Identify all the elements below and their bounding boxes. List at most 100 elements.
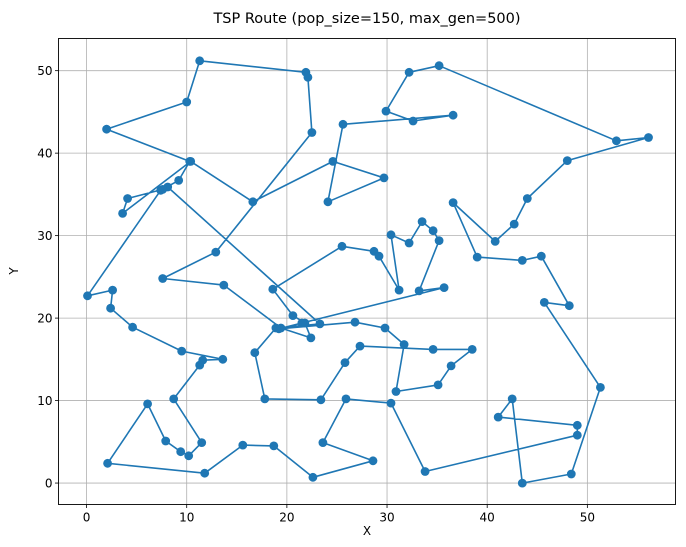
- city-point: [303, 72, 313, 82]
- city-point: [539, 298, 549, 307]
- city-point: [472, 252, 482, 262]
- city-point: [355, 341, 365, 351]
- city-point: [596, 383, 605, 392]
- chart-title: TSP Route (pop_size=150, max_gen=500): [212, 11, 520, 27]
- city-point: [198, 355, 208, 365]
- city-point: [169, 394, 179, 404]
- city-point: [404, 238, 414, 248]
- city-point: [536, 251, 546, 261]
- city-point: [394, 285, 404, 295]
- city-point: [380, 323, 390, 333]
- city-point: [218, 354, 228, 364]
- city-point: [269, 441, 279, 451]
- city-point: [211, 247, 221, 257]
- city-point: [219, 280, 229, 290]
- city-point: [350, 317, 360, 327]
- city-point: [408, 116, 418, 126]
- ticks: 0 10 20 30 40 50 0 10 20 30 40 50: [37, 64, 595, 525]
- city-point: [174, 176, 184, 185]
- y-tick-label: 20: [37, 311, 52, 325]
- city-point: [417, 217, 427, 227]
- city-point: [386, 398, 396, 408]
- x-axis-label: X: [363, 524, 371, 538]
- city-point: [176, 447, 186, 457]
- city-point: [318, 438, 328, 447]
- city-point: [123, 194, 132, 203]
- city-point: [108, 285, 117, 295]
- city-point: [177, 346, 187, 356]
- x-tick-label: 0: [83, 511, 91, 525]
- city-point: [434, 236, 444, 246]
- city-point: [572, 420, 582, 430]
- city-point: [328, 157, 338, 166]
- y-tick-label: 40: [37, 146, 52, 160]
- city-point: [448, 198, 458, 208]
- city-point: [306, 333, 316, 343]
- city-point: [391, 387, 401, 396]
- city-point: [517, 478, 527, 488]
- city-point: [158, 274, 168, 283]
- city-point: [509, 219, 519, 229]
- city-point: [106, 303, 115, 313]
- city-point: [446, 361, 456, 371]
- city-point: [271, 323, 281, 333]
- city-point: [186, 157, 196, 166]
- city-point: [143, 399, 153, 409]
- y-tick-label: 50: [37, 64, 52, 78]
- city-point: [522, 194, 532, 203]
- city-point: [268, 284, 278, 294]
- city-point: [128, 322, 138, 332]
- city-point: [315, 319, 325, 329]
- city-point: [564, 301, 574, 311]
- city-point: [566, 469, 576, 479]
- city-point: [507, 394, 517, 404]
- city-point: [517, 256, 527, 265]
- city-point: [386, 230, 396, 240]
- city-point: [439, 283, 449, 292]
- city-point: [307, 128, 317, 137]
- city-point: [448, 110, 458, 120]
- y-tick-label: 10: [37, 394, 52, 408]
- city-point: [414, 286, 424, 296]
- city-point: [404, 67, 414, 77]
- city-point: [184, 451, 194, 461]
- city-point: [644, 133, 653, 142]
- route-layer: [83, 56, 653, 488]
- city-point: [288, 311, 298, 320]
- city-point: [200, 468, 210, 478]
- x-tick-label: 50: [580, 511, 595, 525]
- city-point: [158, 185, 168, 194]
- city-point: [337, 241, 347, 251]
- city-point: [238, 440, 248, 450]
- city-point: [197, 438, 207, 447]
- x-tick-label: 20: [279, 511, 294, 525]
- city-point: [102, 124, 111, 134]
- city-point: [433, 380, 443, 390]
- city-point: [341, 394, 351, 404]
- city-point: [612, 136, 621, 146]
- y-axis-label: Y: [7, 267, 21, 276]
- city-point: [572, 430, 582, 440]
- city-point: [399, 340, 409, 349]
- city-point: [340, 358, 350, 367]
- city-point: [103, 458, 112, 468]
- city-point: [260, 394, 270, 404]
- city-point: [490, 237, 500, 246]
- city-point: [316, 395, 326, 405]
- city-point: [250, 348, 260, 358]
- city-point: [161, 436, 171, 446]
- city-point: [248, 197, 258, 207]
- city-point: [297, 318, 307, 328]
- city-point: [434, 61, 444, 71]
- city-point: [338, 119, 348, 129]
- city-point: [420, 467, 430, 476]
- x-tick-label: 40: [480, 511, 495, 525]
- plot-area-frame: [58, 38, 676, 505]
- city-point: [381, 106, 391, 116]
- route-line: [86, 59, 649, 484]
- city-point: [493, 412, 503, 422]
- y-tick-label: 30: [37, 229, 52, 243]
- city-point: [118, 209, 127, 218]
- city-point: [379, 173, 389, 183]
